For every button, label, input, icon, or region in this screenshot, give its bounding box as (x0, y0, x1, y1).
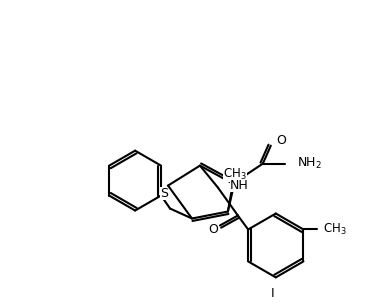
Text: NH: NH (230, 179, 248, 192)
Text: NH$_2$: NH$_2$ (297, 156, 322, 171)
Text: O: O (276, 134, 286, 147)
Text: I: I (271, 287, 275, 300)
Text: CH$_3$: CH$_3$ (223, 167, 247, 181)
Text: S: S (160, 187, 168, 200)
Text: CH$_3$: CH$_3$ (323, 222, 347, 237)
Text: O: O (208, 223, 218, 236)
